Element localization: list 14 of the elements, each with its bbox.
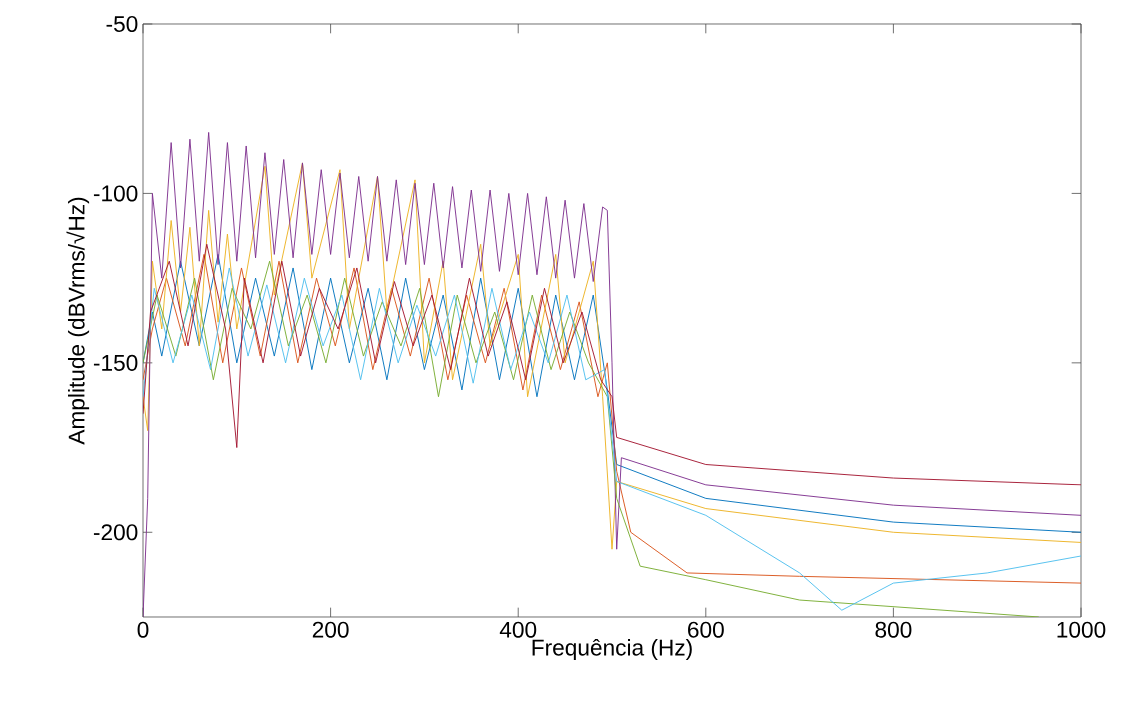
- x-tick-label: 800: [875, 621, 912, 638]
- x-tick-label: 400: [499, 621, 537, 638]
- x-tick-label: 200: [312, 621, 349, 638]
- x-tick-label: 1000: [1057, 621, 1106, 638]
- x-tick-label: 0: [137, 621, 149, 638]
- y-tick-label: -100: [93, 185, 138, 202]
- line-series: [143, 162, 1081, 550]
- y-axis-title: Amplitude (dBVrms/√Hz): [66, 197, 90, 445]
- y-tick-label: -150: [93, 354, 138, 371]
- y-tick-label: -200: [93, 524, 138, 541]
- y-tick-label: -50: [106, 15, 138, 33]
- x-axis-title: Frequência (Hz): [532, 638, 692, 661]
- x-tick-label: 600: [688, 621, 724, 638]
- line-series: [143, 243, 1081, 486]
